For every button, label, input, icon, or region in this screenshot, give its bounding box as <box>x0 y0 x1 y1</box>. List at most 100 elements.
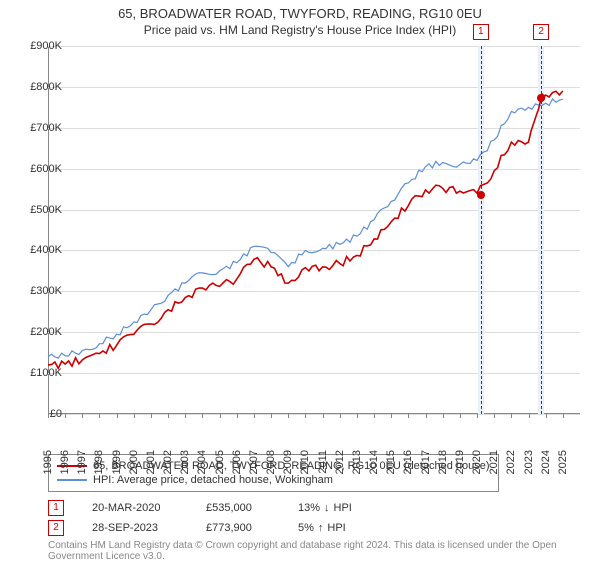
marker-vline <box>481 46 482 414</box>
y-tick-label: £900K <box>16 40 62 52</box>
x-tick-label: 2023 <box>523 450 535 474</box>
transaction-date: 28-SEP-2023 <box>92 522 178 534</box>
x-tick-mark <box>99 414 100 418</box>
marker-badge: 2 <box>533 24 549 40</box>
x-tick-label: 2008 <box>265 450 277 474</box>
x-tick-label: 1997 <box>76 450 88 474</box>
x-tick-mark <box>357 414 358 418</box>
y-tick-label: £400K <box>16 244 62 256</box>
x-tick-label: 2003 <box>179 450 191 474</box>
x-tick-mark <box>220 414 221 418</box>
x-tick-label: 2024 <box>540 450 552 474</box>
y-tick-label: £600K <box>16 163 62 175</box>
x-tick-label: 2015 <box>385 450 397 474</box>
x-tick-mark <box>65 414 66 418</box>
chart-container: 65, BROADWATER ROAD, TWYFORD, READING, R… <box>0 0 600 560</box>
x-tick-label: 1999 <box>111 450 123 474</box>
x-tick-mark <box>443 414 444 418</box>
x-tick-label: 2020 <box>471 450 483 474</box>
x-tick-mark <box>117 414 118 418</box>
transactions-table: 1 20-MAR-2020 £535,000 13% ↓ HPI 2 28-SEP-2023 £… <box>48 498 352 538</box>
transaction-delta-vs: HPI <box>334 502 352 514</box>
x-tick-mark <box>202 414 203 418</box>
x-tick-mark <box>288 414 289 418</box>
x-tick-mark <box>374 414 375 418</box>
x-tick-mark <box>546 414 547 418</box>
marker-dot <box>537 94 545 102</box>
x-tick-label: 2019 <box>454 450 466 474</box>
x-tick-label: 1998 <box>93 450 105 474</box>
x-tick-label: 2022 <box>505 450 517 474</box>
legend-row: HPI: Average price, detached house, Woki… <box>57 473 490 487</box>
marker-badge: 1 <box>473 24 489 40</box>
x-tick-mark <box>494 414 495 418</box>
x-tick-mark <box>391 414 392 418</box>
x-tick-mark <box>408 414 409 418</box>
y-tick-label: £100K <box>16 367 62 379</box>
x-tick-mark <box>323 414 324 418</box>
x-tick-mark <box>237 414 238 418</box>
x-tick-label: 2011 <box>317 450 329 474</box>
x-tick-mark <box>511 414 512 418</box>
marker-dot <box>477 191 485 199</box>
transaction-delta-pct: 5% <box>298 522 314 534</box>
x-tick-label: 2025 <box>557 450 569 474</box>
x-tick-label: 2018 <box>437 450 449 474</box>
y-tick-label: £500K <box>16 204 62 216</box>
x-tick-label: 2010 <box>299 450 311 474</box>
x-tick-label: 2002 <box>162 450 174 474</box>
x-tick-label: 2006 <box>231 450 243 474</box>
x-tick-mark <box>563 414 564 418</box>
chart-title: 65, BROADWATER ROAD, TWYFORD, READING, R… <box>0 0 600 21</box>
x-tick-label: 2013 <box>351 450 363 474</box>
x-tick-mark <box>134 414 135 418</box>
x-tick-mark <box>168 414 169 418</box>
x-tick-label: 2009 <box>282 450 294 474</box>
legend-swatch <box>57 479 87 481</box>
y-tick-label: £700K <box>16 122 62 134</box>
x-tick-label: 2016 <box>402 450 414 474</box>
gridline-h <box>48 414 580 415</box>
transaction-row: 2 28-SEP-2023 £773,900 5% ↑HPI <box>48 518 352 538</box>
transaction-delta-pct: 13% <box>298 502 320 514</box>
x-tick-label: 2007 <box>248 450 260 474</box>
x-tick-mark <box>477 414 478 418</box>
line-series-svg <box>48 46 580 414</box>
x-tick-mark <box>185 414 186 418</box>
x-tick-mark <box>48 414 49 418</box>
x-tick-mark <box>305 414 306 418</box>
x-tick-mark <box>82 414 83 418</box>
arrow-down-icon: ↓ <box>324 502 330 514</box>
y-tick-label: £0 <box>16 408 62 420</box>
transaction-date: 20-MAR-2020 <box>92 502 178 514</box>
y-tick-label: £200K <box>16 326 62 338</box>
transaction-price: £535,000 <box>206 502 270 514</box>
x-tick-mark <box>254 414 255 418</box>
x-tick-label: 2005 <box>214 450 226 474</box>
x-tick-mark <box>151 414 152 418</box>
arrow-up-icon: ↑ <box>318 522 324 534</box>
transaction-delta: 5% ↑HPI <box>298 522 346 534</box>
transaction-row: 1 20-MAR-2020 £535,000 13% ↓ HPI <box>48 498 352 518</box>
x-tick-label: 1996 <box>59 450 71 474</box>
transaction-delta-vs: HPI <box>327 522 345 534</box>
x-tick-label: 2012 <box>334 450 346 474</box>
x-tick-mark <box>340 414 341 418</box>
plot-area: 12 <box>48 46 580 414</box>
series-hpi-line <box>48 99 563 358</box>
transaction-badge: 1 <box>48 500 64 516</box>
transaction-price: £773,900 <box>206 522 270 534</box>
chart-subtitle: Price paid vs. HM Land Registry's House … <box>0 21 600 41</box>
x-tick-mark <box>460 414 461 418</box>
x-tick-label: 2014 <box>368 450 380 474</box>
transaction-badge: 2 <box>48 520 64 536</box>
x-tick-label: 1995 <box>42 450 54 474</box>
x-tick-mark <box>426 414 427 418</box>
x-tick-label: 2001 <box>145 450 157 474</box>
attribution-text: Contains HM Land Registry data © Crown c… <box>48 540 578 562</box>
legend-label: HPI: Average price, detached house, Woki… <box>93 474 333 486</box>
x-tick-label: 2004 <box>196 450 208 474</box>
transaction-delta: 13% ↓ HPI <box>298 502 352 514</box>
y-tick-label: £300K <box>16 285 62 297</box>
y-tick-label: £800K <box>16 81 62 93</box>
